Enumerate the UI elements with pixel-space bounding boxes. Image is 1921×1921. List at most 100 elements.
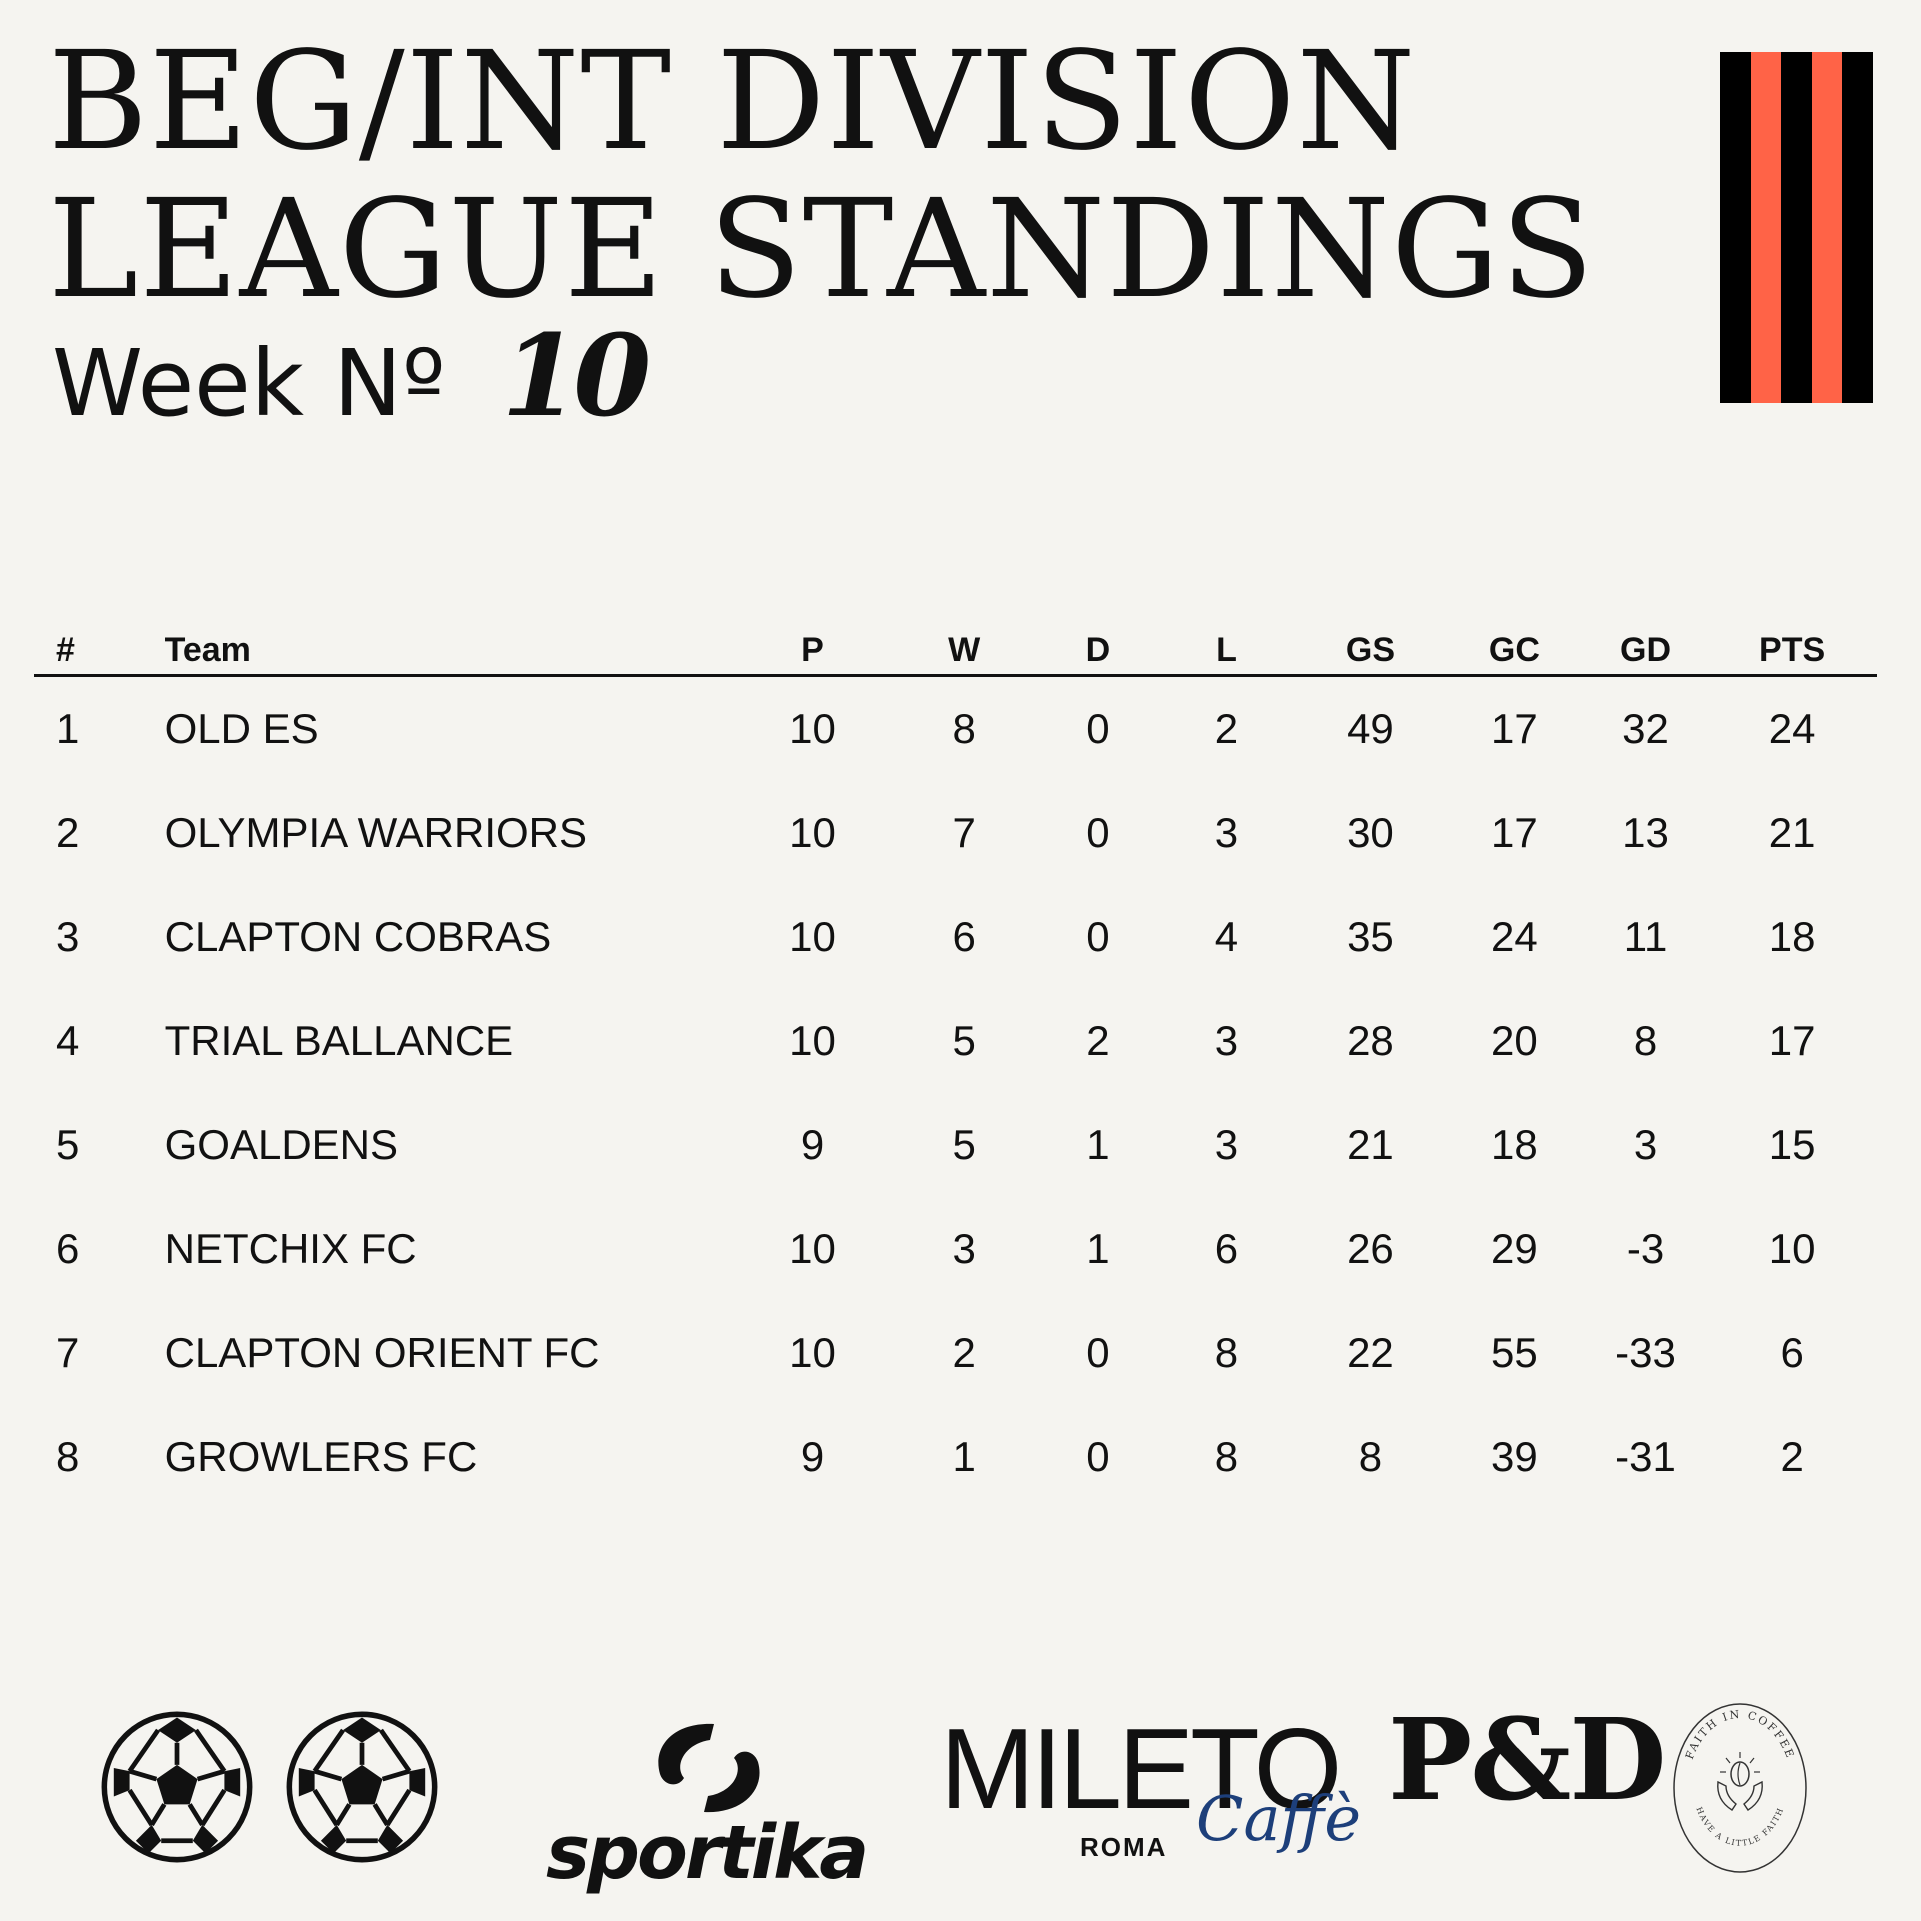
goals-scored-cell: 22 [1347, 1329, 1394, 1376]
points-cell: 2 [1780, 1433, 1804, 1480]
goal-difference-cell: 3 [1633, 1121, 1658, 1168]
goals-scored-cell: 8 [1358, 1433, 1383, 1480]
week-number: 10 [501, 311, 651, 442]
drawn-cell: 2 [1086, 1017, 1110, 1064]
page-title: BEG/INT DIVISION LEAGUE STANDINGS [48, 28, 1595, 324]
lost-cell: 2 [1214, 705, 1239, 752]
stripe [1750, 52, 1782, 403]
won-cell: 6 [952, 913, 976, 960]
lost-cell: 4 [1214, 913, 1239, 960]
goal-difference-cell: 8 [1633, 1017, 1658, 1064]
drawn-cell: 0 [1086, 1329, 1110, 1376]
team-cell: NETCHIX FC [164, 1225, 417, 1272]
won-cell: 5 [952, 1017, 976, 1064]
goals-conceded-cell: 17 [1491, 809, 1538, 856]
goals-scored-cell: 21 [1347, 1121, 1394, 1168]
col-won-header: W [889, 620, 1039, 677]
sponsor-footer: sportika MILETO ROMA Caffè P&D FAITH IN … [0, 1690, 1921, 1896]
played-cell: 10 [789, 1017, 836, 1064]
table-row: 7 CLAPTON ORIENT FC 10 2 0 8 22 55 -33 6 [34, 1301, 1877, 1405]
stripe-banner [1720, 52, 1873, 403]
played-cell: 10 [789, 705, 836, 752]
lost-cell: 3 [1214, 809, 1239, 856]
rank-cell: 6 [56, 1225, 80, 1272]
week-indicator: Week Nº 10 [52, 311, 651, 442]
sportika-logo-mark [658, 1723, 760, 1813]
table-row: 2 OLYMPIA WARRIORS 10 7 0 3 30 17 13 21 [34, 781, 1877, 885]
goals-conceded-cell: 24 [1491, 913, 1538, 960]
rank-cell: 7 [56, 1329, 80, 1376]
drawn-cell: 0 [1086, 913, 1110, 960]
drawn-cell: 0 [1086, 809, 1110, 856]
points-cell: 15 [1768, 1121, 1816, 1168]
won-cell: 1 [952, 1433, 976, 1480]
team-cell: GOALDENS [164, 1121, 399, 1168]
points-cell: 21 [1768, 809, 1816, 856]
won-cell: 5 [952, 1121, 976, 1168]
team-cell: OLYMPIA WARRIORS [164, 809, 588, 856]
table-row: 5 GOALDENS 9 5 1 3 21 18 3 15 [34, 1093, 1877, 1197]
col-points-header: PTS [1707, 620, 1877, 677]
col-goals-conceded-header: GC [1445, 620, 1584, 677]
soccer-ball-icon [286, 1711, 438, 1863]
goals-conceded-cell: 20 [1491, 1017, 1538, 1064]
col-goal-difference-header: GD [1583, 620, 1708, 677]
lost-cell: 8 [1214, 1329, 1239, 1376]
mileto-logo: MILETO [940, 1706, 1342, 1833]
mileto-roma-text: ROMA [1080, 1832, 1168, 1862]
table-row: 1 OLD ES 10 8 0 2 49 17 32 24 [34, 676, 1877, 782]
goals-conceded-cell: 29 [1491, 1225, 1538, 1272]
played-cell: 10 [789, 1329, 836, 1376]
team-cell: GROWLERS FC [164, 1433, 478, 1480]
lost-cell: 3 [1214, 1121, 1239, 1168]
points-cell: 17 [1768, 1017, 1816, 1064]
title-line-2: LEAGUE STANDINGS [48, 171, 1595, 329]
won-cell: 8 [952, 705, 976, 752]
lost-cell: 6 [1214, 1225, 1239, 1272]
table-header-row: # Team P W D L GS GC GD PTS [34, 620, 1877, 677]
rank-cell: 1 [56, 705, 80, 752]
team-cell: CLAPTON ORIENT FC [164, 1329, 600, 1376]
goals-conceded-cell: 17 [1491, 705, 1538, 752]
lost-cell: 8 [1214, 1433, 1239, 1480]
sportika-logo: sportika [546, 1810, 869, 1896]
goal-difference-cell: -3 [1626, 1225, 1665, 1272]
drawn-cell: 0 [1086, 1433, 1110, 1480]
col-team-header: Team [164, 620, 736, 677]
stripe [1842, 52, 1873, 403]
rank-cell: 5 [56, 1121, 80, 1168]
lost-cell: 3 [1214, 1017, 1239, 1064]
played-cell: 9 [800, 1433, 825, 1480]
goals-scored-cell: 30 [1347, 809, 1394, 856]
points-cell: 10 [1768, 1225, 1816, 1272]
table-row: 4 TRIAL BALLANCE 10 5 2 3 28 20 8 17 [34, 989, 1877, 1093]
drawn-cell: 0 [1086, 705, 1110, 752]
played-cell: 10 [789, 913, 836, 960]
team-cell: TRIAL BALLANCE [164, 1017, 514, 1064]
col-played-header: P [735, 620, 890, 677]
faith-bottom-text: HAVE A LITTLE FAITH [1694, 1806, 1784, 1848]
col-lost-header: L [1157, 620, 1296, 677]
faith-in-coffee-badge: FAITH IN COFFEE HAVE A LITTLE FAITH [1673, 1703, 1807, 1873]
played-cell: 10 [789, 1225, 836, 1272]
col-goals-scored-header: GS [1295, 620, 1445, 677]
won-cell: 2 [952, 1329, 976, 1376]
drawn-cell: 1 [1086, 1225, 1110, 1272]
team-cell: CLAPTON COBRAS [164, 913, 552, 960]
goals-scored-cell: 35 [1347, 913, 1394, 960]
goals-scored-cell: 26 [1347, 1225, 1394, 1272]
goal-difference-cell: 13 [1622, 809, 1669, 856]
table-row: 3 CLAPTON COBRAS 10 6 0 4 35 24 11 18 [34, 885, 1877, 989]
goal-difference-cell: 11 [1623, 913, 1668, 960]
points-cell: 24 [1768, 705, 1816, 752]
team-cell: OLD ES [164, 705, 319, 752]
goals-conceded-cell: 39 [1491, 1433, 1538, 1480]
goal-difference-cell: -33 [1615, 1329, 1676, 1376]
points-cell: 18 [1768, 913, 1816, 960]
week-label: Week Nº [52, 330, 446, 437]
goals-scored-cell: 28 [1347, 1017, 1394, 1064]
standings-body: 1 OLD ES 10 8 0 2 49 17 32 24 2 OLYMPIA WARRIORS 10 7… [34, 676, 1877, 1510]
table-row: 6 NETCHIX FC 10 3 1 6 26 29 -3 10 [34, 1197, 1877, 1301]
goals-scored-cell: 49 [1347, 705, 1394, 752]
played-cell: 9 [800, 1121, 825, 1168]
